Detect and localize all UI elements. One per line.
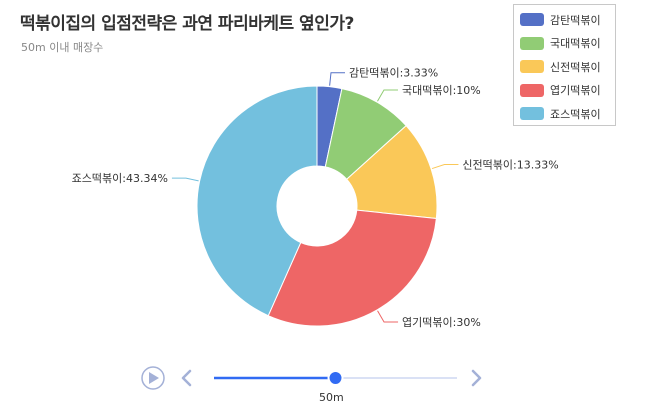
chart-title: 떡볶이집의 입점전략은 과연 파리바케트 옆인가? [20,14,354,34]
donut-chart: 감탄떡볶이:3.33% 국대떡볶이:10% 신전떡볶이:13.33% 엽기떡볶이:30… [72,67,559,329]
slice-label: 감탄떡볶이:3.33% [349,67,438,80]
slice-leader-line [431,164,459,170]
legend-swatch [520,13,544,27]
slice-label: 죠스떡볶이:43.34% [72,172,168,185]
timeline [141,366,482,390]
legend-label: 신전떡볶이 [550,60,601,74]
play-button[interactable] [141,366,165,390]
legend-label: 죠스떡볶이 [550,107,601,121]
legend-swatch [520,60,544,74]
legend: 감탄떡볶이 국대떡볶이 신전떡볶이 엽기떡볶이 죠스떡볶이 [513,4,616,126]
legend-swatch [520,107,544,121]
legend-item[interactable]: 엽기떡볶이 [520,79,615,103]
chevron-right-icon[interactable] [471,369,482,387]
slice-leader-line [171,177,199,182]
donut-slice[interactable] [267,209,437,327]
legend-item[interactable]: 죠스떡볶이 [520,102,615,126]
slice-leader-line [377,310,399,323]
timeline-current-label: 50m [319,391,344,404]
legend-label: 엽기떡볶이 [550,84,601,98]
slice-label: 국대떡볶이:10% [402,84,481,97]
legend-item[interactable]: 신전떡볶이 [520,55,615,79]
donut-slice[interactable] [196,85,318,317]
chart-subtitle: 50m 이내 매장수 [21,41,104,54]
slice-label: 신전떡볶이:13.33% [462,159,558,172]
play-icon[interactable] [141,366,165,390]
slice-label: 엽기떡볶이:30% [402,316,481,329]
legend-label: 감탄떡볶이 [550,13,601,27]
donut-slice[interactable] [346,124,438,220]
legend-swatch [520,36,544,50]
legend-label: 국대떡볶이 [550,37,601,51]
slice-leader-line [377,89,398,102]
timeline-handle[interactable] [327,370,344,386]
legend-item[interactable]: 국대떡볶이 [520,32,615,56]
slice-leader-line [329,72,345,86]
chevron-left-icon[interactable] [181,369,192,387]
legend-item[interactable]: 감탄떡볶이 [520,8,615,32]
legend-swatch [520,83,544,97]
play-triangle [149,372,159,384]
